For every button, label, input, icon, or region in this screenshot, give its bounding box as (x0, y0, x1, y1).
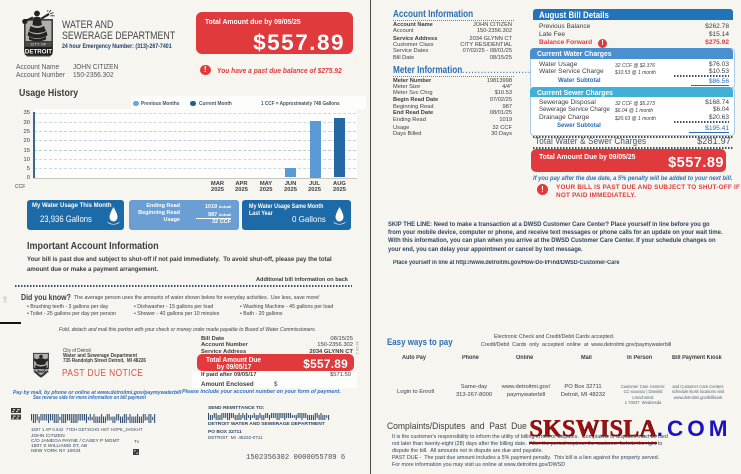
svg-text:DETROIT: DETROIT (25, 48, 52, 55)
svg-text:DETROIT: DETROIT (33, 369, 50, 373)
svg-text:CITY OF: CITY OF (31, 43, 47, 47)
